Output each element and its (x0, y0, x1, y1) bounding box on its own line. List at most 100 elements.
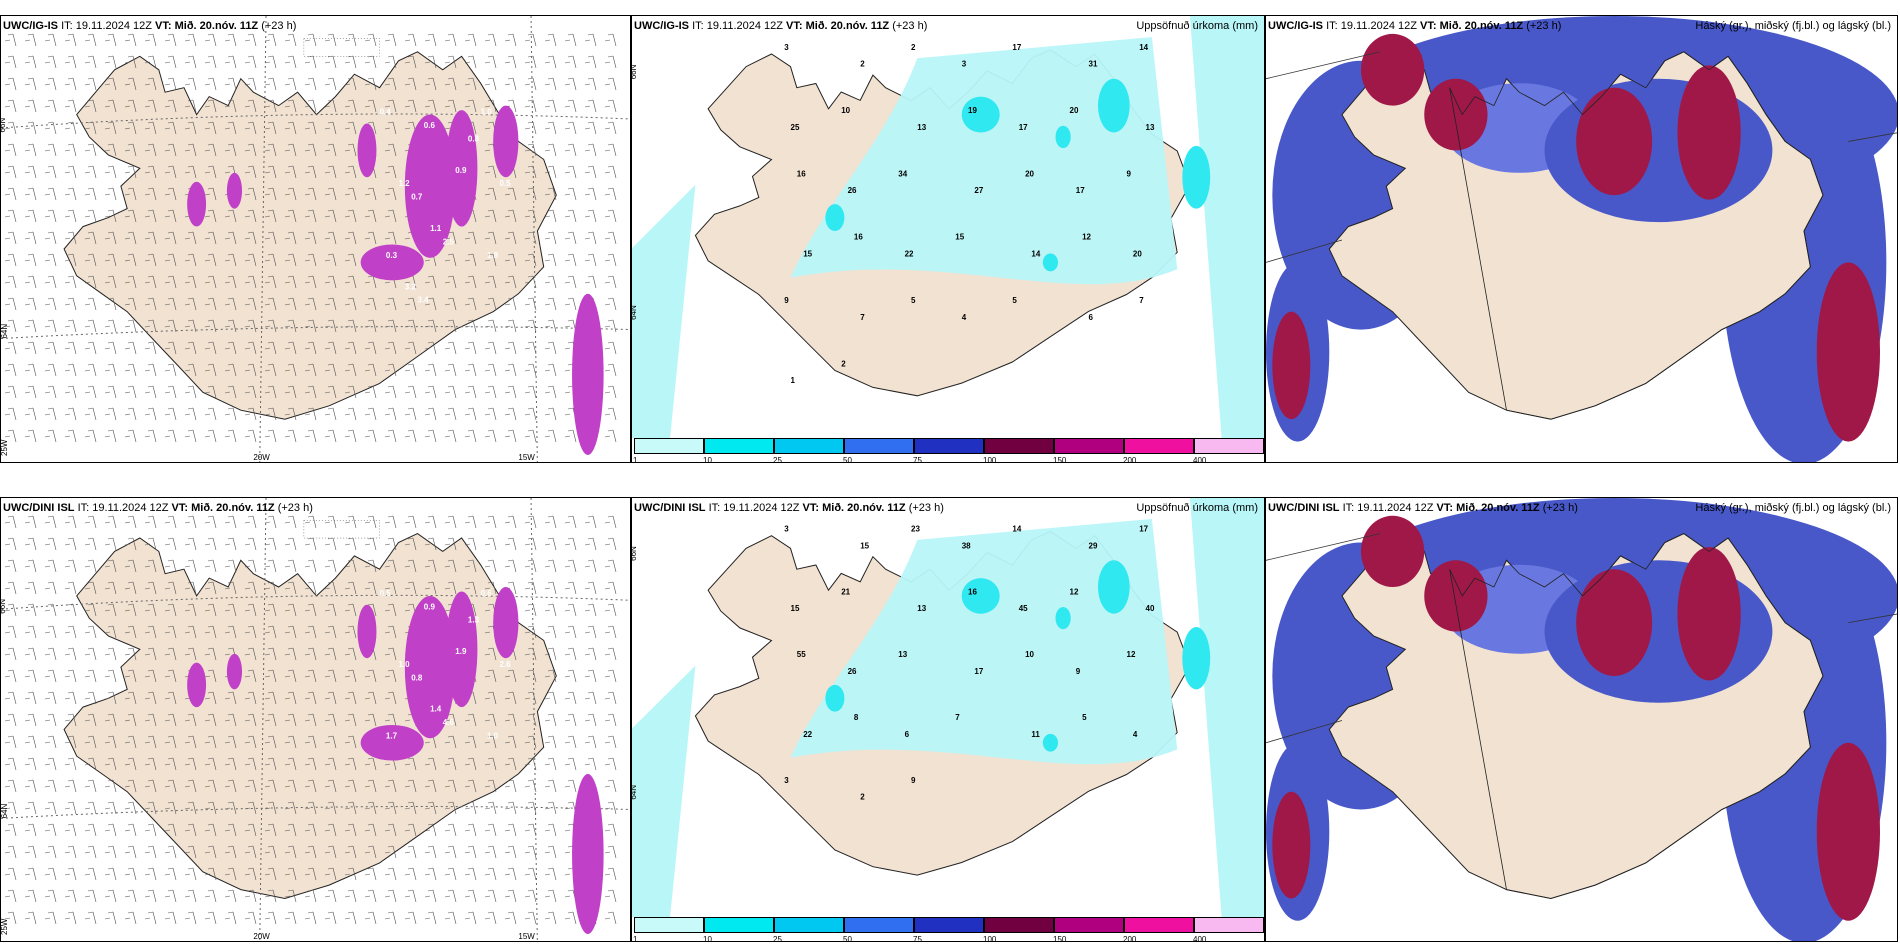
precip-value: 34 (898, 169, 907, 178)
colorbar-segment: 10 (703, 917, 774, 941)
precip-value: 31 (1089, 60, 1098, 69)
precip-value: 8 (854, 713, 859, 722)
precip-value: 7 (955, 713, 960, 722)
snow-value: 0.3 (386, 251, 398, 260)
map-panel-bl: UWC/DINI ISL IT: 19.11.2024 12Z VT: Mið.… (0, 497, 631, 942)
precip-value: 16 (968, 587, 977, 596)
colorbar-segment: 1 (633, 438, 704, 462)
panel-header: UWC/IG-IS IT: 19.11.2024 12Z VT: Mið. 20… (3, 20, 296, 32)
colorbar-segment: 200 (1123, 438, 1194, 462)
lead-time: (+23 h) (908, 502, 944, 514)
colorbar-segment: 400 (1193, 438, 1264, 462)
panel-title: Uppsöfnuð úrkoma (mm) (1136, 20, 1258, 32)
init-time: IT: 19.11.2024 12Z (77, 502, 169, 514)
init-time: IT: 19.11.2024 12Z (708, 502, 800, 514)
colorbar-segment: 1 (633, 917, 704, 941)
colorbar-segment: 25 (773, 438, 844, 462)
precip-value: 12 (1070, 587, 1079, 596)
map-panel-br: UWC/DINI ISL IT: 19.11.2024 12Z VT: Mið.… (1265, 497, 1898, 942)
precip-value: 40 (1146, 604, 1155, 613)
colorbar-segment: 50 (843, 438, 914, 462)
precip-value: 6 (905, 730, 910, 739)
colorbar-segment: 400 (1193, 917, 1264, 941)
snow-value: 1.2 (399, 179, 411, 188)
lon-label-15: 15W (518, 932, 535, 941)
precip-value: 27 (974, 186, 983, 195)
colorbar-label: 50 (843, 935, 852, 942)
precip-value: 14 (1139, 43, 1148, 52)
panel-header: UWC/IG-IS IT: 19.11.2024 12Z VT: Mið. 20… (1268, 20, 1561, 32)
precip-value: 17 (974, 667, 983, 676)
snow-value: 0.8 (468, 134, 480, 143)
precip-value: 7 (1139, 296, 1144, 305)
panel-title: Háský (gr.), miðský (fj.bl.) og lágský (… (1695, 502, 1891, 514)
map-panel-bm: UWC/DINI ISL IT: 19.11.2024 12Z VT: Mið.… (631, 497, 1265, 942)
map-canvas: 66N 64N 25W 20W 15W 0.4 0.6 0.8 1.0 1.20.7 0.9 0.5 0… (1, 16, 630, 462)
precip-value: 7 (860, 313, 865, 322)
valid-time: Mið. 20.nóv. 11Z (1456, 502, 1540, 514)
precip-value: 4 (962, 313, 967, 322)
snow-value: 3.2 (405, 282, 417, 291)
model-name: UWC/IG-IS (634, 20, 689, 32)
precip-value: 17 (1012, 43, 1021, 52)
snow-value: 0.4 (380, 108, 392, 117)
precip-value: 38 (962, 541, 971, 550)
colorbar: 1 10 25 50 75 100 150 200 400 (633, 438, 1264, 463)
snow-value: 1.0 (399, 660, 411, 669)
colorbar-label: 100 (983, 456, 997, 463)
lat-label-66: 66N (632, 64, 638, 79)
lon-label-15: 15W (518, 453, 535, 462)
valid-time-label: VT: (1420, 20, 1437, 32)
snow-value: 2.6 (500, 660, 512, 669)
snow-value: 1.8 (487, 251, 499, 260)
colorbar-label: 50 (843, 456, 852, 463)
precip-value: 15 (860, 541, 869, 550)
valid-time: Mið. 20.nóv. 11Z (1439, 20, 1524, 32)
colorbar-label: 200 (1123, 456, 1137, 463)
snow-value: 0.9 (455, 166, 467, 175)
init-time: IT: 19.11.2024 12Z (692, 20, 783, 32)
precip-value: 9 (1076, 667, 1081, 676)
precip-value: 3 (784, 43, 789, 52)
precip-value: 16 (797, 169, 806, 178)
colorbar-label: 1 (633, 456, 638, 463)
valid-time: Mið. 20.nóv. 11Z (805, 20, 890, 32)
precip-value: 2 (911, 43, 916, 52)
precip-value: 45 (1019, 604, 1028, 613)
precip-value: 5 (1012, 296, 1017, 305)
colorbar-segment: 75 (913, 438, 984, 462)
precip-value: 3 (962, 60, 967, 69)
precip-value: 14 (1031, 250, 1040, 259)
init-time: IT: 19.11.2024 12Z (61, 20, 152, 32)
precip-value: 22 (905, 250, 914, 259)
valid-time-label: VT: (171, 502, 189, 514)
precip-value: 15 (791, 604, 800, 613)
precip-value: 12 (1082, 233, 1091, 242)
map-canvas: 66N64N3223173114251013191720131626342720… (632, 16, 1264, 438)
precip-value: 3 (784, 525, 789, 534)
map-canvas (1266, 498, 1897, 941)
precip-value: 13 (917, 604, 926, 613)
precip-value: 3 (784, 776, 789, 785)
precip-value: 20 (1025, 169, 1034, 178)
valid-time-label: VT: (1436, 502, 1454, 514)
colorbar-segment: 10 (703, 438, 774, 462)
model-name: UWC/DINI ISL (1268, 502, 1340, 514)
panel-header: UWC/DINI ISL IT: 19.11.2024 12Z VT: Mið.… (3, 502, 313, 514)
precip-value: 26 (848, 186, 857, 195)
lat-label-64: 64N (632, 305, 638, 320)
colorbar-label: 25 (773, 456, 782, 463)
precip-value: 9 (1127, 169, 1132, 178)
snow-value: 0.5 (380, 589, 392, 598)
lon-label-20: 20W (253, 453, 270, 462)
precip-value: 11 (1031, 730, 1040, 739)
precip-value: 20 (1070, 106, 1079, 115)
colorbar-label: 200 (1123, 935, 1137, 942)
precip-value: 14 (1012, 525, 1021, 534)
colorbar-segment: 150 (1053, 917, 1124, 941)
precip-value: 15 (803, 250, 812, 259)
init-time: IT: 19.11.2024 12Z (1342, 502, 1434, 514)
snow-value: 4.6 (443, 718, 455, 727)
precip-value: 9 (784, 296, 789, 305)
